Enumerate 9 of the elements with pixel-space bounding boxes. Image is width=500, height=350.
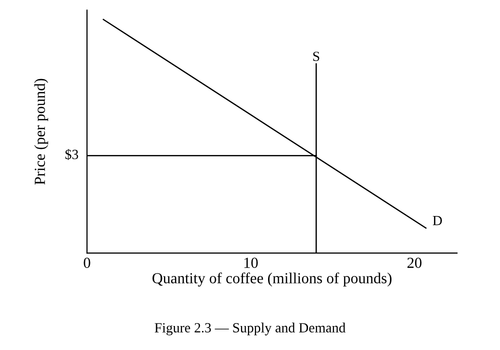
text: Figure 2.3 — Supply and Demand — [154, 322, 346, 336]
y-axis-title: Price (per pound) — [34, 78, 48, 185]
x-tick-label: 20 — [407, 258, 422, 268]
series-label: S — [313, 52, 320, 62]
annotation: $3 — [65, 148, 78, 160]
x-axis-title: Quantity of coffee (millions of pounds) — [152, 272, 392, 287]
x-tick-label: 0 — [84, 258, 90, 268]
series-label: D — [432, 216, 442, 226]
x-tick-label: 10 — [244, 258, 258, 268]
